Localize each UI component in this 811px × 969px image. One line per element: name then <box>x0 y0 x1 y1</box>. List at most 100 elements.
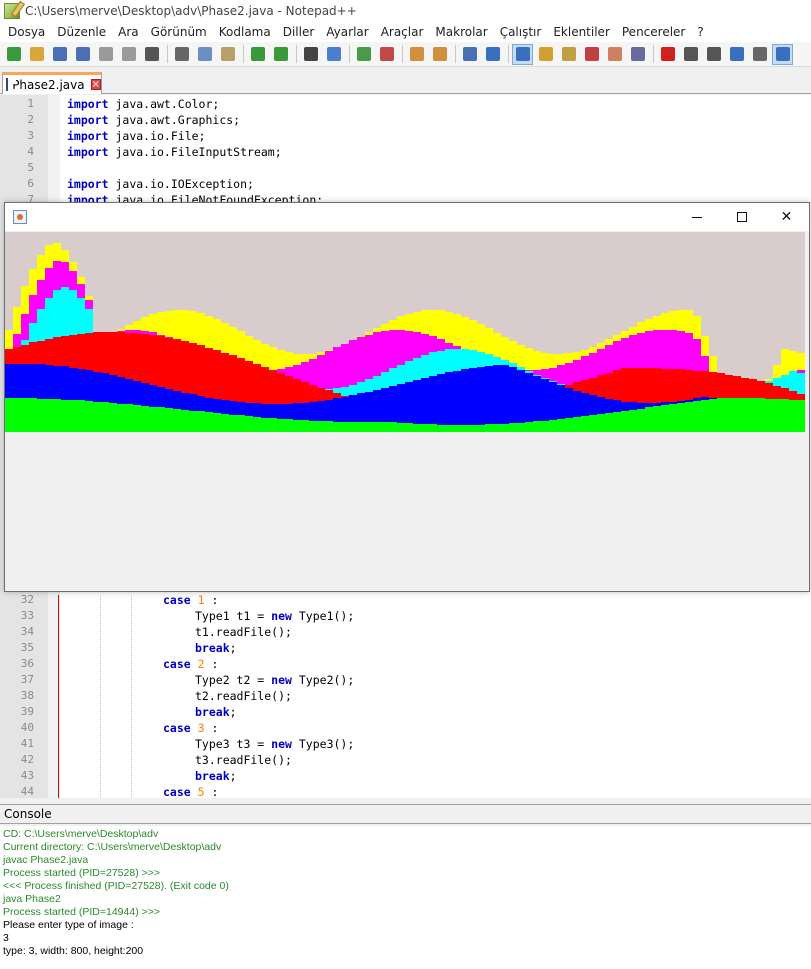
toolbar-separator <box>508 45 509 63</box>
menu-item-5[interactable]: Diller <box>282 25 315 39</box>
menu-item-3[interactable]: Görünüm <box>150 25 207 39</box>
save-all-button[interactable] <box>72 44 93 65</box>
tab-close-icon[interactable]: × <box>90 79 101 90</box>
code-line[interactable]: 35 break; <box>0 640 811 656</box>
play-macro-button[interactable] <box>703 44 724 65</box>
monitoring-button[interactable] <box>627 44 648 65</box>
import-path: java.awt.Graphics; <box>108 113 241 127</box>
code-line[interactable]: 34 t1.readFile(); <box>0 624 811 640</box>
console-output[interactable]: CD: C:\Users\merve\Desktop\adv Current di… <box>0 826 811 969</box>
green-wave-band-column <box>189 411 197 432</box>
keyword: case <box>163 721 191 735</box>
folder-workspace-button[interactable] <box>604 44 625 65</box>
menu-item-8[interactable]: Makrolar <box>435 25 488 39</box>
menu-item-1[interactable]: Düzenle <box>57 25 107 39</box>
code-text: import java.awt.Color; <box>67 96 219 112</box>
code-line[interactable]: 4 import java.io.FileInputStream; <box>0 144 811 160</box>
java-window-titlebar[interactable]: ✕ <box>5 203 809 231</box>
user-lang-button[interactable] <box>535 44 556 65</box>
green-wave-band-column <box>53 399 61 432</box>
replace-button[interactable] <box>323 44 344 65</box>
run-macro-multiple-button[interactable] <box>726 44 747 65</box>
sync-vertical-button[interactable] <box>406 44 427 65</box>
indent-guide-button[interactable] <box>512 43 533 65</box>
menu-item-9[interactable]: Çalıştır <box>499 25 542 39</box>
save-button[interactable] <box>49 44 70 65</box>
doc-map-button[interactable] <box>558 44 579 65</box>
show-all-chars-button[interactable] <box>482 44 503 65</box>
sync-horizontal-button[interactable] <box>429 44 450 65</box>
code-line[interactable]: 5 <box>0 160 811 176</box>
menu-item-7[interactable]: Araçlar <box>380 25 424 39</box>
green-wave-band-column <box>621 411 629 432</box>
console-button[interactable] <box>772 43 793 65</box>
stop-record-button[interactable] <box>680 44 701 65</box>
code-line[interactable]: 3 import java.io.File; <box>0 128 811 144</box>
menu-item-2[interactable]: Ara <box>118 25 139 39</box>
minimize-button[interactable] <box>674 203 719 231</box>
menu-item-12[interactable]: ? <box>697 25 704 39</box>
blue-wave-band-column <box>61 366 69 432</box>
redo-button[interactable] <box>270 44 291 65</box>
record-macro-button[interactable] <box>657 44 678 65</box>
open-file-button[interactable] <box>26 44 47 65</box>
code-line[interactable]: 33 Type1 t1 = new Type1(); <box>0 608 811 624</box>
red-wave-band-column <box>645 368 653 432</box>
new-file-button[interactable] <box>3 44 24 65</box>
tab-phase2-java[interactable]: Phase2.java × <box>2 72 102 94</box>
zoom-out-button[interactable] <box>376 44 397 65</box>
code-text: Type2 t2 = new Type2(); <box>195 672 354 688</box>
zoom-in-icon <box>356 47 371 61</box>
undo-button[interactable] <box>247 44 268 65</box>
code-line[interactable]: 44 case 5 : <box>0 784 811 798</box>
green-wave-band-column <box>693 401 701 432</box>
code-line[interactable]: 6 import java.io.IOException; <box>0 176 811 192</box>
green-wave-band-column <box>533 421 541 432</box>
code-line[interactable]: 32 case 1 : <box>0 592 811 608</box>
code-line[interactable]: 41 Type3 t3 = new Type3(); <box>0 736 811 752</box>
menu-item-10[interactable]: Eklentiler <box>553 25 610 39</box>
java-frame-window[interactable]: ✕ <box>4 202 810 592</box>
blue-wave-band-column <box>421 378 429 432</box>
print-button[interactable] <box>141 44 162 65</box>
copy-button[interactable] <box>194 44 215 65</box>
code-line[interactable]: 37 Type2 t2 = new Type2(); <box>0 672 811 688</box>
close-all-button[interactable] <box>118 44 139 65</box>
menu-item-6[interactable]: Ayarlar <box>326 25 369 39</box>
maximize-button[interactable] <box>719 203 764 231</box>
sync-vertical-icon <box>409 47 424 61</box>
green-wave-band-column <box>325 421 333 432</box>
word-wrap-button[interactable] <box>459 44 480 65</box>
code-line[interactable]: 43 break; <box>0 768 811 784</box>
find-button[interactable] <box>300 44 321 65</box>
close-button[interactable] <box>95 44 116 65</box>
menu-item-11[interactable]: Pencereler <box>621 25 686 39</box>
keyword-import: import <box>67 177 109 191</box>
function-list-button[interactable] <box>581 44 602 65</box>
green-wave-band <box>5 398 805 432</box>
code-punct: ; <box>229 769 237 783</box>
code-line[interactable]: 42 t3.readFile(); <box>0 752 811 768</box>
code-line[interactable]: 40 case 3 : <box>0 720 811 736</box>
green-wave-band-column <box>765 399 773 432</box>
code-line[interactable]: 38 t2.readFile(); <box>0 688 811 704</box>
menu-item-0[interactable]: Dosya <box>8 25 46 39</box>
code-line[interactable]: 39 break; <box>0 704 811 720</box>
green-wave-band-column <box>133 405 141 432</box>
record-macro-icon <box>660 47 675 61</box>
code-line[interactable]: 36 case 2 : <box>0 656 811 672</box>
cut-button[interactable] <box>171 44 192 65</box>
toolbar-separator <box>167 45 168 63</box>
code-line[interactable]: 1 import java.awt.Color; <box>0 96 811 112</box>
green-wave-band-column <box>429 424 437 432</box>
code-line[interactable]: 2 import java.awt.Graphics; <box>0 112 811 128</box>
close-button[interactable]: ✕ <box>764 203 809 231</box>
line-number: 35 <box>20 641 34 654</box>
blue-wave-band-column <box>301 403 309 432</box>
menu-item-4[interactable]: Kodlama <box>218 25 271 39</box>
indent-guide <box>100 595 101 798</box>
save-macro-button[interactable] <box>749 44 770 65</box>
zoom-in-button[interactable] <box>353 44 374 65</box>
green-wave-band-column <box>109 403 117 432</box>
paste-button[interactable] <box>217 44 238 65</box>
